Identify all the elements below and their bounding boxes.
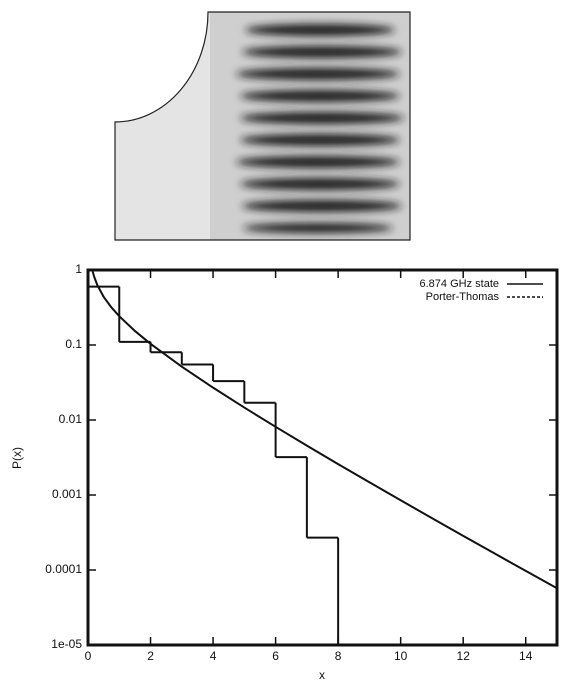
y-tick-label: 1e-05 [51, 637, 82, 651]
y-tick-label: 0.001 [52, 487, 82, 501]
y-tick-label: 0.1 [65, 337, 82, 351]
x-tick-label: 4 [210, 649, 217, 663]
wavefunction-image [115, 12, 410, 240]
curve [91, 271, 558, 590]
y-tick-label: 1 [75, 262, 82, 276]
x-tick-label: 6 [272, 649, 279, 663]
x-tick-label: 0 [85, 649, 92, 663]
x-tick-label: 2 [147, 649, 154, 663]
x-tick-label: 14 [519, 649, 533, 663]
plot-frame [86, 268, 559, 647]
x-axis-label: x [319, 668, 325, 681]
y-tick-label: 0.01 [59, 412, 83, 426]
billiard-outline [114, 11, 411, 241]
legend-label: 6.874 GHz state [420, 278, 500, 290]
x-tick-label: 10 [394, 649, 408, 663]
x-tick-label: 12 [457, 649, 471, 663]
legend-label: Porter-Thomas [426, 291, 500, 303]
y-axis-label: P(x) [10, 447, 24, 469]
y-tick-label: 0.0001 [45, 562, 82, 576]
x-tick-label: 8 [335, 649, 342, 663]
